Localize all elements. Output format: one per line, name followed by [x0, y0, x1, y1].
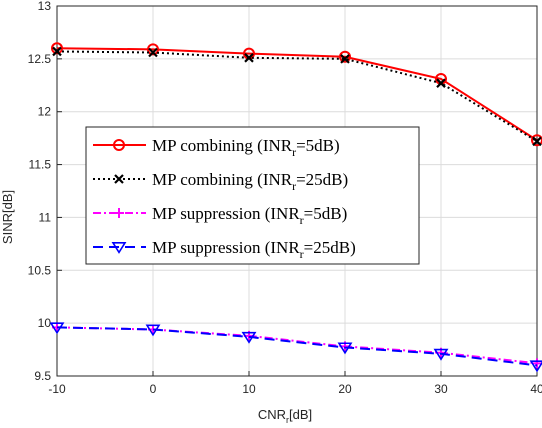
- x-tick-label: 20: [338, 382, 352, 396]
- series-line: [56, 326, 538, 365]
- y-tick-label: 10.5: [28, 263, 52, 277]
- legend-label-sub: r: [300, 247, 304, 261]
- legend-label: MP combining (INRr=25dB): [152, 170, 348, 193]
- legend-label-main: MP suppression (INR: [152, 238, 300, 257]
- x-tick-label: 40: [530, 382, 542, 396]
- y-axis-ticks: 9.5 10 10.5 11 11.5 12 12.5 13: [28, 0, 62, 383]
- series-line: [56, 326, 538, 367]
- legend-entry: MP suppression (INRr=5dB): [93, 204, 347, 227]
- x-tick-label: 30: [434, 382, 448, 396]
- legend-label: MP suppression (INRr=25dB): [152, 238, 356, 261]
- data-point: [531, 134, 542, 147]
- legend-label-main: MP suppression (INR: [152, 204, 300, 223]
- legend: MP combining (INRr=5dB)MP combining (INR…: [85, 126, 420, 265]
- data-point: [244, 53, 254, 63]
- data-point: [148, 47, 158, 58]
- legend-label-suffix: =5dB): [296, 136, 340, 155]
- legend-marker: [111, 242, 127, 254]
- data-point: [532, 136, 542, 147]
- x-tick-label: 0: [150, 382, 157, 396]
- y-axis-label: SINR[dB]: [0, 190, 15, 244]
- legend-box: [85, 126, 420, 265]
- y-tick-label: 11: [39, 210, 52, 224]
- data-point: [52, 46, 62, 57]
- data-point: [241, 331, 257, 344]
- series-line: [56, 47, 538, 142]
- data-point: [51, 42, 63, 55]
- y-tick-label: 13: [38, 0, 52, 13]
- data-point: [49, 322, 65, 335]
- data-series: [49, 42, 542, 373]
- legend-label-main: MP combining (INR: [152, 136, 293, 155]
- legend-label: MP combining (INRr=5dB): [152, 136, 340, 159]
- y-tick-label: 11.5: [29, 158, 52, 172]
- data-point: [529, 360, 542, 373]
- x-axis-label-sub: r: [286, 415, 289, 425]
- legend-entry: MP suppression (INRr=25dB): [93, 238, 356, 261]
- legend-marker: [113, 139, 125, 151]
- x-tick-label: -10: [48, 382, 66, 396]
- series-2: [52, 46, 542, 147]
- legend-entry: MP combining (INRr=5dB): [93, 136, 340, 159]
- series-4: [49, 322, 542, 373]
- legend-label-sub: r: [292, 145, 296, 159]
- data-point: [433, 348, 449, 361]
- legend-label-sub: r: [292, 179, 296, 193]
- plot-frame: [56, 5, 538, 377]
- x-axis-label-main: CNR: [258, 407, 286, 422]
- data-point: [145, 324, 161, 337]
- legend-marker: [114, 208, 124, 218]
- legend-entry: MP combining (INRr=25dB): [93, 170, 348, 193]
- legend-label-suffix: =25dB): [304, 238, 356, 257]
- data-point: [436, 78, 446, 88]
- y-tick-label: 12: [38, 105, 52, 119]
- data-point: [340, 54, 350, 64]
- legend-marker: [114, 174, 124, 184]
- x-axis-label-suffix: [dB]: [289, 407, 312, 422]
- legend-label-suffix: =5dB): [304, 204, 348, 223]
- data-point: [337, 342, 353, 355]
- legend-label-suffix: =25dB): [296, 170, 348, 189]
- x-tick-label: 10: [242, 382, 256, 396]
- legend-label-main: MP combining (INR: [152, 170, 293, 189]
- x-axis-ticks: -10 0 10 20 30 40: [48, 371, 542, 396]
- data-point: [147, 43, 159, 56]
- series-line: [56, 50, 538, 143]
- legend-label: MP suppression (INRr=5dB): [152, 204, 347, 227]
- y-tick-label: 10: [38, 316, 52, 330]
- data-point: [339, 50, 351, 63]
- x-axis-label: CNRr[dB]: [258, 407, 312, 425]
- y-tick-label: 12.5: [28, 52, 52, 66]
- series-1: [51, 42, 542, 147]
- legend-label-sub: r: [300, 213, 304, 227]
- data-point: [532, 358, 542, 369]
- y-tick-label: 9.5: [34, 369, 51, 383]
